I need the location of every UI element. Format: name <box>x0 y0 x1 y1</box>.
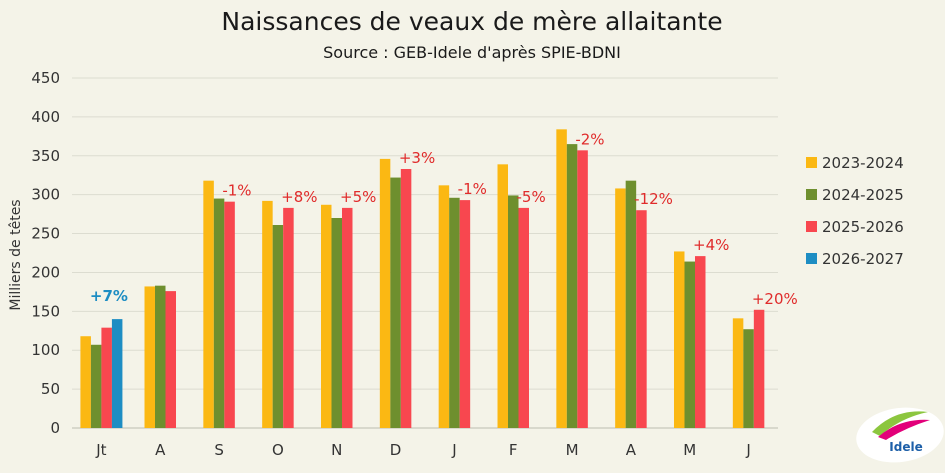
y-tick-label: 450 <box>31 69 60 87</box>
bar <box>379 158 391 428</box>
bar <box>753 309 765 428</box>
percent-annotation: +5% <box>340 188 376 206</box>
percent-annotations: +7% -1% +8% +5% +3% -1% -5% -2% -12% +4% +20% <box>90 130 798 307</box>
bar <box>695 256 706 428</box>
y-tick-label: 50 <box>41 380 60 398</box>
bar <box>636 210 647 428</box>
y-tick-label: 250 <box>31 225 60 243</box>
bar <box>684 261 695 428</box>
bar <box>438 185 450 428</box>
bar <box>90 344 102 428</box>
y-tick-label: 100 <box>31 341 60 359</box>
x-tick-label: Jt <box>95 441 106 459</box>
y-axis-label: Milliers de têtes <box>8 199 24 310</box>
percent-annotation: -1% <box>222 182 251 200</box>
x-tick-labels: Jt A S O N D J F M A M J <box>95 441 751 459</box>
bar <box>518 207 529 428</box>
bar <box>331 218 342 428</box>
y-tick-label: 200 <box>31 263 60 281</box>
bar <box>342 207 353 428</box>
bar <box>674 251 685 428</box>
bar <box>497 164 508 429</box>
gridlines <box>72 77 778 429</box>
bar <box>566 144 578 428</box>
bar <box>615 188 626 428</box>
legend-label: 2025-2026 <box>822 218 904 236</box>
legend: 2023-2024 2024-2025 2025-2026 2026-2027 <box>806 154 904 268</box>
bar <box>508 195 519 428</box>
bar <box>213 198 225 428</box>
bar <box>321 204 332 428</box>
percent-annotation: +8% <box>281 188 317 206</box>
legend-swatch <box>806 221 817 232</box>
y-tick-label: 350 <box>31 147 60 165</box>
x-tick-label: O <box>272 441 284 459</box>
x-tick-label: J <box>745 441 750 459</box>
bar <box>400 169 412 428</box>
bar <box>144 286 155 428</box>
bar <box>283 207 294 428</box>
bar <box>272 225 284 428</box>
bar <box>390 177 401 428</box>
percent-annotation: +3% <box>399 149 435 167</box>
bar <box>224 201 235 428</box>
x-tick-label: S <box>214 441 224 459</box>
legend-swatch <box>806 157 817 168</box>
bar <box>101 327 112 428</box>
percent-annotation: +7% <box>90 287 128 305</box>
bar <box>743 329 754 428</box>
x-tick-label: J <box>451 441 456 459</box>
bar <box>732 318 744 428</box>
x-tick-label: D <box>390 441 402 459</box>
legend-swatch <box>806 189 817 200</box>
y-tick-label: 0 <box>50 419 60 437</box>
y-tick-label: 150 <box>31 302 60 320</box>
x-tick-label: F <box>509 441 518 459</box>
percent-annotation: +20% <box>752 290 798 308</box>
legend-label: 2023-2024 <box>822 154 904 172</box>
x-tick-label: A <box>155 441 166 459</box>
bar <box>625 180 637 428</box>
legend-swatch <box>806 253 817 264</box>
chart-title: Naissances de veaux de mère allaitante <box>221 7 722 36</box>
bar <box>155 285 166 428</box>
legend-label: 2024-2025 <box>822 186 904 204</box>
bar <box>262 200 273 428</box>
bars <box>80 129 765 429</box>
percent-annotation: +4% <box>693 236 729 254</box>
y-tick-labels: 0 50 100 150 200 250 300 350 400 450 <box>31 69 60 437</box>
bar <box>203 180 214 428</box>
x-tick-label: M <box>683 441 696 459</box>
y-tick-label: 300 <box>31 186 60 204</box>
percent-annotation: -5% <box>517 188 546 206</box>
percent-annotation: -2% <box>575 130 604 148</box>
bar <box>556 129 567 429</box>
x-tick-label: N <box>331 441 342 459</box>
percent-annotation: -12% <box>634 190 673 208</box>
bar <box>577 150 588 429</box>
percent-annotation: -1% <box>458 180 487 198</box>
y-tick-label: 400 <box>31 108 60 126</box>
logo-text: Idele <box>889 440 922 454</box>
x-tick-label: A <box>626 441 637 459</box>
idele-logo: Idele <box>856 407 944 463</box>
bar <box>459 200 471 428</box>
x-tick-label: M <box>566 441 579 459</box>
bar <box>111 319 123 428</box>
legend-label: 2026-2027 <box>822 250 904 268</box>
bar <box>80 336 91 428</box>
bar <box>449 197 460 428</box>
bar <box>165 291 176 428</box>
chart-subtitle: Source : GEB-Idele d'après SPIE-BDNI <box>323 43 621 62</box>
